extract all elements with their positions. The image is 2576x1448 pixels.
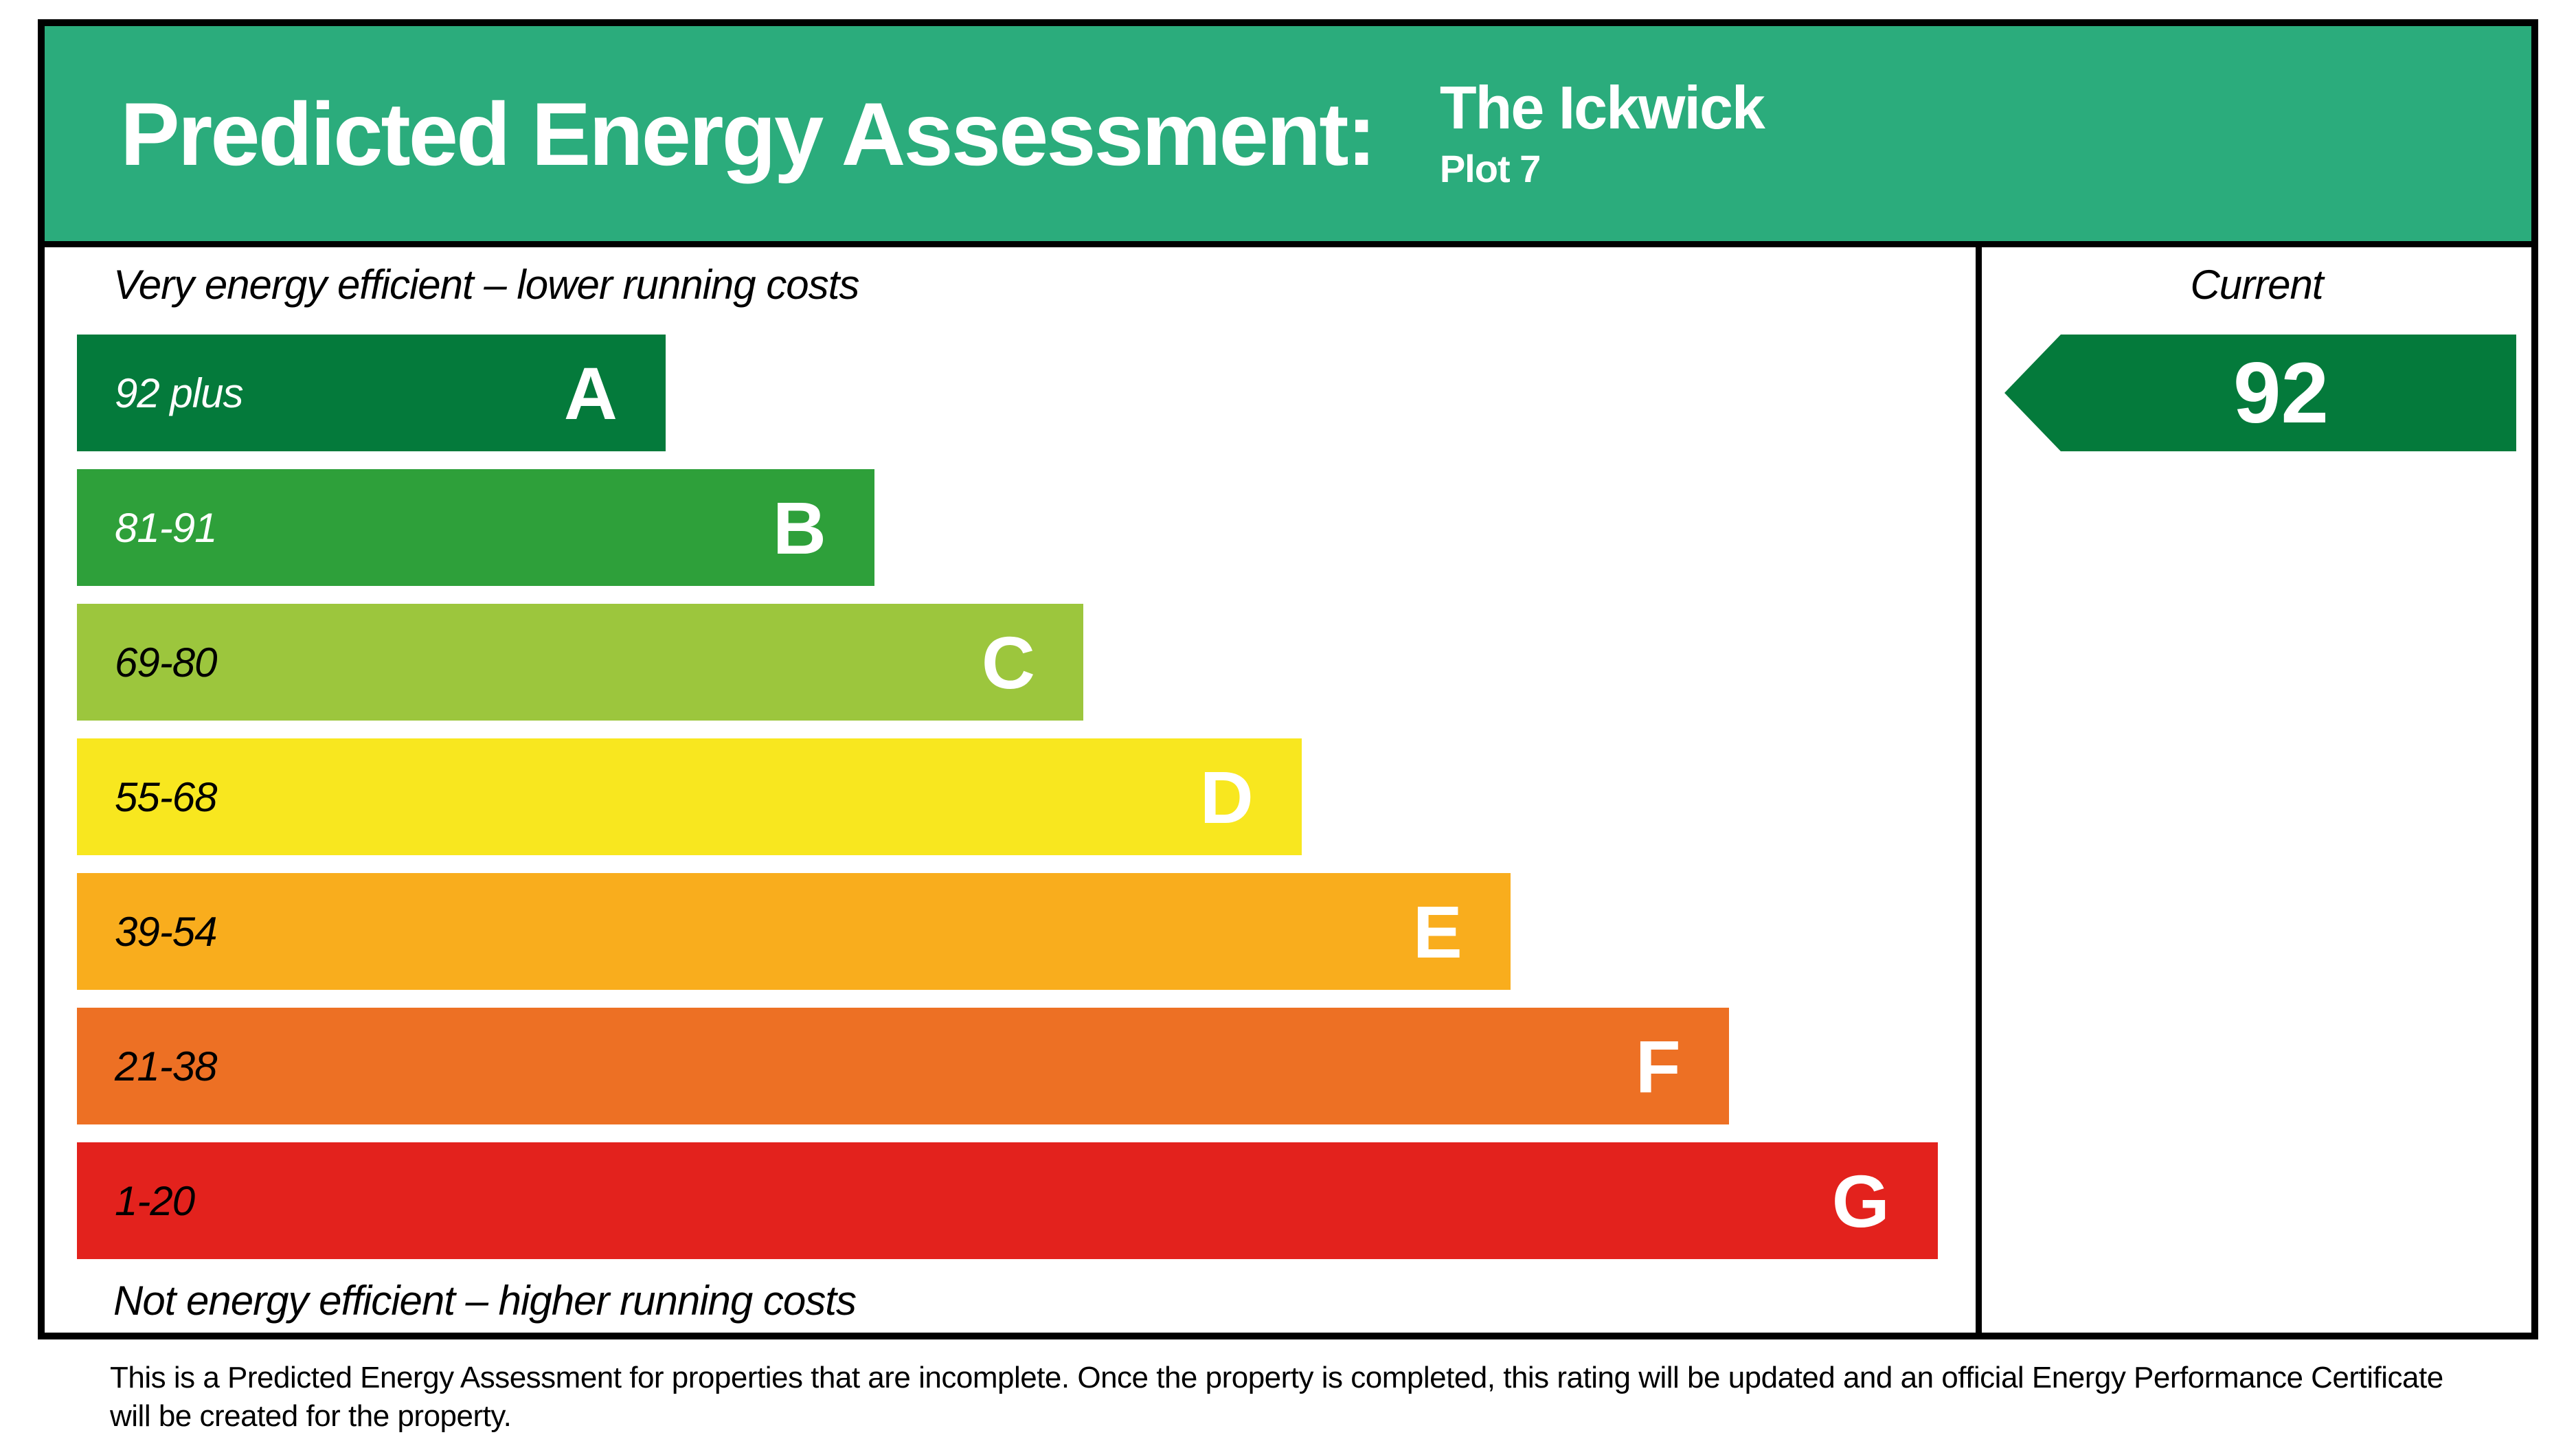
band-letter: G	[1831, 1159, 1890, 1243]
band-range: 69-80	[115, 639, 217, 686]
band-letter: F	[1635, 1024, 1681, 1108]
band-range: 55-68	[115, 773, 217, 820]
band-letter: A	[563, 351, 618, 435]
rating-bars: 92 plus A 81-91 B 69-80 C 55-68 D	[77, 335, 1976, 1259]
band-letter: B	[772, 486, 826, 569]
band-row-g: 1-20 G	[77, 1142, 1938, 1259]
top-caption: Very energy efficient – lower running co…	[113, 262, 859, 308]
band-row-a: 92 plus A	[77, 335, 666, 451]
property-name: The Ickwick	[1439, 73, 1765, 142]
rating-chart: Very energy efficient – lower running co…	[45, 247, 1982, 1333]
band-range: 92 plus	[115, 370, 243, 416]
page-title: Predicted Energy Assessment:	[120, 83, 1377, 184]
current-rating-value: 92	[2233, 345, 2329, 441]
band-letter: E	[1412, 890, 1462, 973]
property-block: The Ickwick Plot 7	[1439, 73, 1765, 191]
band-range: 39-54	[115, 908, 217, 955]
band-letter: D	[1199, 755, 1254, 839]
band-row-d: 55-68 D	[77, 738, 1302, 855]
band-range: 1-20	[115, 1177, 195, 1224]
footer-disclaimer: This is a Predicted Energy Assessment fo…	[110, 1361, 2443, 1434]
current-rating-column: Current 92	[1982, 247, 2531, 1333]
bottom-caption: Not energy efficient – higher running co…	[113, 1278, 857, 1324]
band-row-f: 21-38 F	[77, 1008, 1729, 1124]
band-range: 21-38	[115, 1043, 217, 1089]
current-label: Current	[2190, 262, 2323, 308]
band-row-b: 81-91 B	[77, 469, 874, 586]
band-range: 81-91	[115, 504, 217, 551]
band-row-e: 39-54 E	[77, 873, 1511, 990]
property-plot: Plot 7	[1439, 147, 1541, 191]
band-row-c: 69-80 C	[77, 604, 1083, 721]
current-rating-arrow: 92	[2004, 335, 2516, 451]
epc-certificate: Predicted Energy Assessment: The Ickwick…	[38, 19, 2538, 1339]
band-letter: C	[981, 620, 1035, 704]
header: Predicted Energy Assessment: The Ickwick…	[45, 26, 2531, 247]
certificate-body: Very energy efficient – lower running co…	[45, 247, 2531, 1333]
